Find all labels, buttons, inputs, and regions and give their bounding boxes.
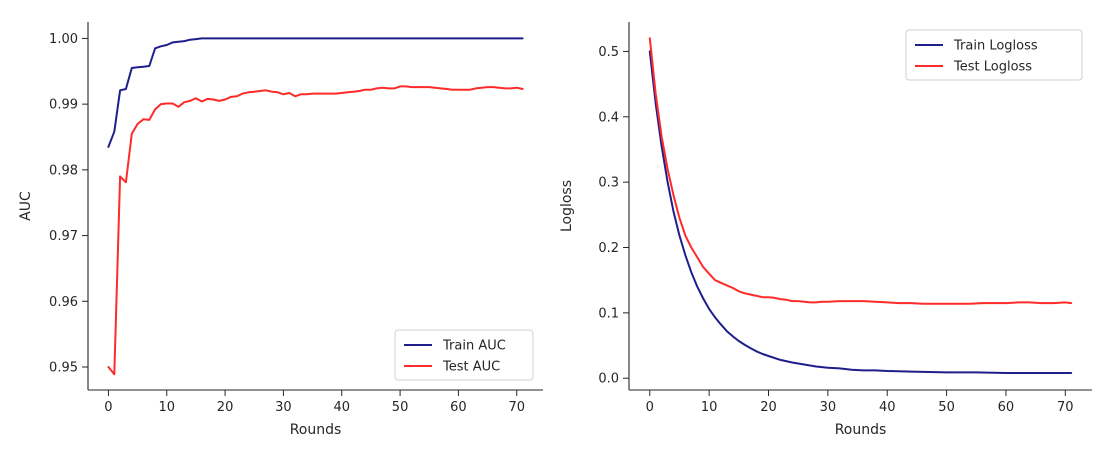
auc-x-tick-label: 20 — [217, 400, 234, 415]
auc-x-tick-label: 60 — [450, 400, 467, 415]
logloss-plot-area: 0 10 20 30 40 50 60 70 0.0 0.1 0.2 0.3 0.4 0.5 — [598, 22, 1092, 415]
logloss-y-tick-label: 0.0 — [598, 372, 619, 387]
auc-legend: Train AUC Test AUC — [394, 329, 534, 381]
auc-x-tick-label: 30 — [275, 400, 292, 415]
logloss-legend-box — [905, 29, 1083, 81]
logloss-y-tick-label: 0.5 — [598, 45, 619, 60]
logloss-x-tick-label: 60 — [998, 400, 1015, 415]
logloss-legend-label-train: Train Logloss — [953, 39, 1038, 54]
logloss-y-tick-label: 0.4 — [598, 110, 619, 125]
logloss-chart: 0 10 20 30 40 50 60 70 0.0 0.1 0.2 0.3 0.4 0.5 Rounds… — [559, 22, 1092, 438]
logloss-x-axis-label: Rounds — [835, 422, 887, 438]
logloss-legend-label-test: Test Logloss — [953, 60, 1032, 75]
logloss-x-tick-label: 70 — [1057, 400, 1074, 415]
logloss-y-tick-label: 0.2 — [598, 241, 619, 256]
auc-series-test-line — [107, 85, 524, 376]
logloss-x-tick-label: 20 — [760, 400, 777, 415]
logloss-x-tick-label: 50 — [938, 400, 955, 415]
auc-x-tick-label: 50 — [392, 400, 409, 415]
logloss-series-test-line — [648, 37, 1073, 305]
auc-x-tick-label: 70 — [508, 400, 525, 415]
logloss-y-tick-label: 0.1 — [598, 306, 619, 321]
logloss-y-axis-label: Logloss — [559, 180, 575, 232]
logloss-x-tick-label: 40 — [879, 400, 896, 415]
auc-y-tick-label: 0.98 — [49, 163, 78, 178]
auc-x-tick-label: 40 — [333, 400, 350, 415]
auc-x-tick-label: 10 — [158, 400, 175, 415]
logloss-x-tick-label: 0 — [646, 400, 654, 415]
logloss-x-tick-label: 10 — [701, 400, 718, 415]
auc-y-axis-label: AUC — [18, 191, 34, 221]
logloss-y-tick-label: 0.3 — [598, 176, 619, 191]
auc-plot-area: 0 10 20 30 40 50 60 70 0.95 0.96 0.97 0.98 0.99 1.00 — [49, 22, 543, 415]
auc-y-tick-label: 0.96 — [49, 295, 78, 310]
auc-y-tick-label: 0.95 — [49, 361, 78, 376]
auc-y-tick-label: 1.00 — [49, 32, 78, 47]
auc-chart: 0 10 20 30 40 50 60 700.950.960.970.980.991.00 … — [18, 22, 543, 438]
logloss-legend: Train Logloss Test Logloss — [905, 29, 1083, 81]
auc-legend-label-test: Test AUC — [442, 360, 500, 375]
auc-series-train-line — [107, 37, 524, 148]
logloss-series-train-line — [648, 50, 1073, 374]
logloss-x-tick-label: 30 — [820, 400, 837, 415]
auc-x-tick-label: 0 — [104, 400, 112, 415]
auc-x-axis-label: Rounds — [290, 422, 342, 438]
auc-legend-label-train: Train AUC — [442, 339, 506, 354]
auc-y-tick-label: 0.99 — [49, 98, 78, 113]
auc-legend-box — [394, 329, 534, 381]
auc-y-tick-label: 0.97 — [49, 229, 78, 244]
